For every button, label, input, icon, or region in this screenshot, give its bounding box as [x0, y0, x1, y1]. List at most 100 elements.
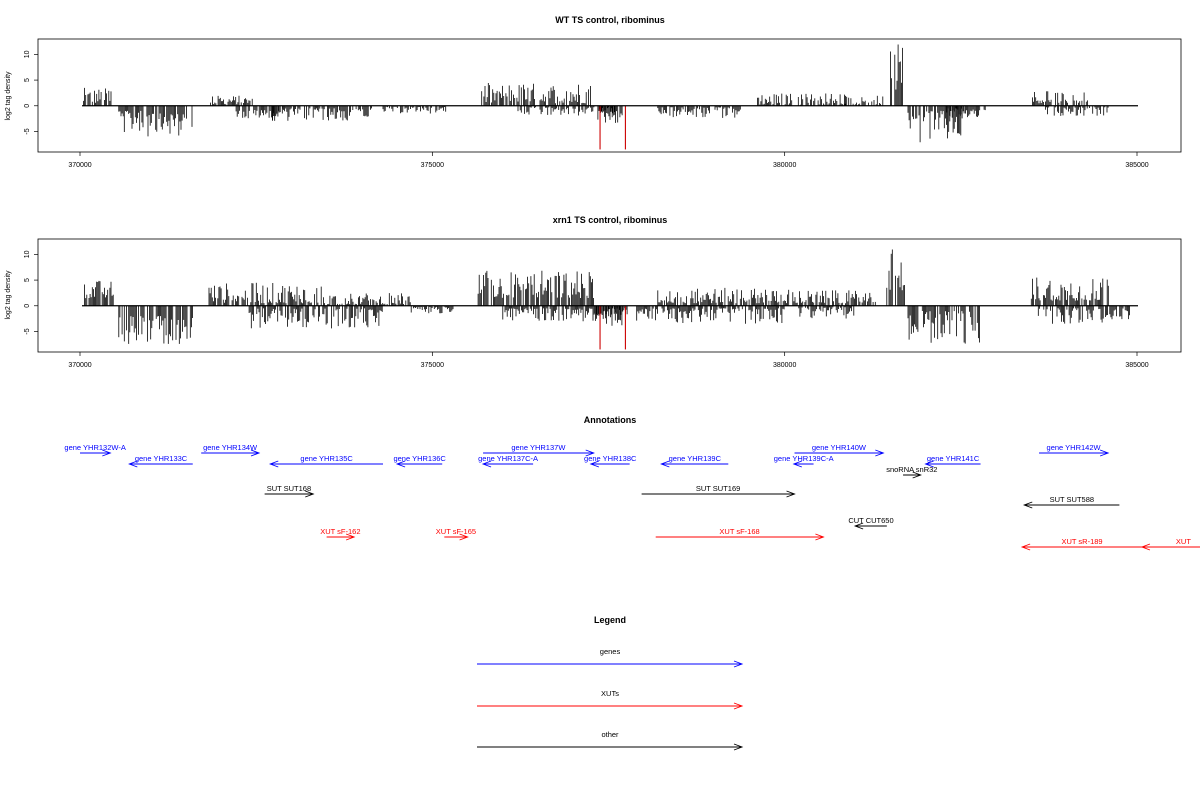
- annotation-feature: gene YHR137W: [483, 443, 595, 457]
- annotation-arrowhead: [1099, 449, 1110, 457]
- legend-entry: genes: [477, 647, 744, 668]
- wt-y-axis: -5 0 5 10: [24, 50, 38, 135]
- x-tick-label: 370000: [68, 362, 91, 369]
- annotation-label: SUT SUT168: [267, 484, 311, 493]
- annotation-label: gene YHR141C: [927, 454, 980, 463]
- xrn1-y-axis-label: log2 tag density: [5, 270, 12, 320]
- y-tick-label: 0: [24, 304, 31, 308]
- y-tick-label: 10: [24, 50, 31, 58]
- annotation-arrowhead: [660, 460, 670, 468]
- wt-coverage-panel: WT TS control, ribominus log2 tag densit…: [5, 15, 1182, 169]
- annotation-arrowhead: [924, 460, 934, 468]
- annotation-feature: SUT SUT168: [264, 484, 315, 498]
- annotation-arrowhead: [128, 460, 138, 468]
- wt-y-axis-label: log2 tag density: [5, 71, 12, 121]
- annotation-arrowhead: [268, 460, 279, 468]
- xrn1-x-axis: 370000 375000 380000 385000: [68, 352, 1149, 369]
- annotation-label: gene YHR135C: [300, 454, 353, 463]
- legend-arrowhead: [733, 702, 744, 710]
- annotation-arrowhead: [792, 460, 802, 468]
- legend-arrowhead: [733, 743, 744, 751]
- annotation-label: XUT: [1176, 537, 1191, 546]
- xrn1-coverage-bars: [84, 249, 1130, 344]
- annotation-arrowhead: [305, 490, 315, 498]
- legend-entry: other: [477, 730, 744, 751]
- y-tick-label: 0: [24, 104, 31, 108]
- annotation-arrowhead: [875, 449, 885, 457]
- annotation-feature: gene YHR133C: [128, 454, 193, 468]
- y-tick-label: 5: [24, 278, 31, 282]
- annotation-feature: SUT SUT169: [641, 484, 796, 498]
- wt-panel-title: WT TS control, ribominus: [555, 15, 665, 25]
- x-tick-label: 370000: [68, 162, 91, 169]
- annotation-label: XUT sF-165: [436, 527, 476, 536]
- legend-label: XUTs: [601, 689, 619, 698]
- xrn1-panel-title: xrn1 TS control, ribominus: [553, 215, 668, 225]
- annotation-feature: SUT SUT588: [1022, 495, 1120, 509]
- wt-plot-frame: [37, 38, 1182, 153]
- annotation-label: gene YHR137C-A: [478, 454, 538, 463]
- y-tick-label: 10: [24, 250, 31, 258]
- annotation-feature: XUT sF-165: [436, 527, 476, 541]
- xrn1-coverage-panel: xrn1 TS control, ribominus log2 tag dens…: [5, 215, 1182, 369]
- xrn1-plot-frame: [37, 238, 1182, 353]
- legend-title: Legend: [594, 615, 626, 625]
- annotation-arrowhead: [589, 460, 600, 468]
- annotation-label: gene YHR138C: [584, 454, 637, 463]
- annotation-label: snoRNA snR32: [886, 465, 937, 474]
- annotation-feature: gene YHR139C: [660, 454, 729, 468]
- annotation-label: SUT SUT588: [1050, 495, 1094, 504]
- legend-panel: Legend genes XUTs other: [477, 615, 744, 751]
- annotation-label: CUT CUT650: [848, 516, 893, 525]
- x-tick-label: 375000: [421, 162, 444, 169]
- annotation-arrowhead: [481, 460, 492, 468]
- annotation-arrowhead: [250, 449, 261, 457]
- annotation-arrowhead: [1140, 543, 1151, 551]
- annotation-feature: gene YHR142W: [1039, 443, 1110, 457]
- annotation-label: gene YHR137W: [511, 443, 566, 452]
- annotation-label: XUT sF-168: [719, 527, 759, 536]
- x-tick-label: 380000: [773, 362, 796, 369]
- annotation-feature: gene YHR137C-A: [478, 454, 538, 468]
- y-tick-label: -5: [24, 328, 31, 334]
- annotation-feature: gene YHR140W: [794, 443, 885, 457]
- x-tick-label: 380000: [773, 162, 796, 169]
- annotation-arrowhead: [102, 449, 112, 457]
- annotation-feature: XUT: [1140, 537, 1200, 551]
- annotation-feature: gene YHR139C-A: [774, 454, 834, 468]
- x-tick-label: 385000: [1125, 362, 1148, 369]
- annotation-arrowhead: [345, 533, 356, 541]
- y-tick-label: 5: [24, 78, 31, 82]
- annotation-feature: snoRNA snR32: [886, 465, 937, 479]
- annotation-arrowhead: [459, 533, 469, 541]
- legend-entry: XUTs: [477, 689, 744, 710]
- annotation-arrowhead: [786, 490, 796, 498]
- legend-arrowhead: [733, 660, 744, 668]
- annotation-feature: gene YHR141C: [924, 454, 981, 468]
- annotation-label: gene YHR136C: [393, 454, 446, 463]
- annotation-label: gene YHR142W: [1047, 443, 1102, 452]
- annotation-arrowhead: [585, 449, 595, 457]
- legend-label: genes: [600, 647, 621, 656]
- annotation-label: gene YHR140W: [812, 443, 867, 452]
- annotation-feature: XUT sF-162: [320, 527, 361, 541]
- xrn1-y-axis: -5 0 5 10: [24, 250, 38, 335]
- annotation-arrowhead: [1022, 501, 1033, 509]
- y-tick-label: -5: [24, 128, 31, 134]
- wt-highlight-bars: [599, 105, 626, 150]
- annotation-label: SUT SUT169: [696, 484, 740, 493]
- annotation-feature: XUT sR-189: [1020, 537, 1142, 551]
- annotation-label: gene YHR132W-A: [64, 443, 125, 452]
- annotation-arrowhead: [912, 471, 922, 479]
- annotation-arrowhead: [853, 522, 864, 530]
- annotation-arrowhead: [815, 533, 825, 541]
- x-tick-label: 385000: [1125, 162, 1148, 169]
- annotation-label: gene YHR134W: [203, 443, 258, 452]
- annotation-feature: gene YHR135C: [268, 454, 384, 468]
- wt-coverage-bars: [83, 44, 1109, 143]
- wt-x-axis: 370000 375000 380000 385000: [68, 152, 1149, 169]
- annotations-title: Annotations: [584, 415, 637, 425]
- x-tick-label: 375000: [421, 362, 444, 369]
- annotation-features: gene YHR132W-A gene YHR133C gene YHR134W ge…: [64, 443, 1200, 551]
